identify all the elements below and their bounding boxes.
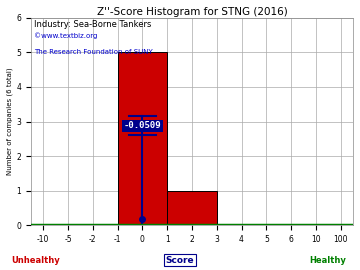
Text: Healthy: Healthy [309, 256, 346, 265]
Text: Score: Score [166, 256, 194, 265]
Text: ©www.textbiz.org: ©www.textbiz.org [34, 32, 98, 39]
Text: Unhealthy: Unhealthy [12, 256, 60, 265]
Text: The Research Foundation of SUNY: The Research Foundation of SUNY [34, 49, 153, 55]
Y-axis label: Number of companies (6 total): Number of companies (6 total) [7, 68, 13, 176]
Bar [118, 52, 167, 225]
Bar [167, 191, 217, 225]
Title: Z''-Score Histogram for STNG (2016): Z''-Score Histogram for STNG (2016) [96, 7, 287, 17]
Text: Industry: Sea-Borne Tankers: Industry: Sea-Borne Tankers [34, 20, 152, 29]
Text: -0.0509: -0.0509 [123, 122, 161, 130]
